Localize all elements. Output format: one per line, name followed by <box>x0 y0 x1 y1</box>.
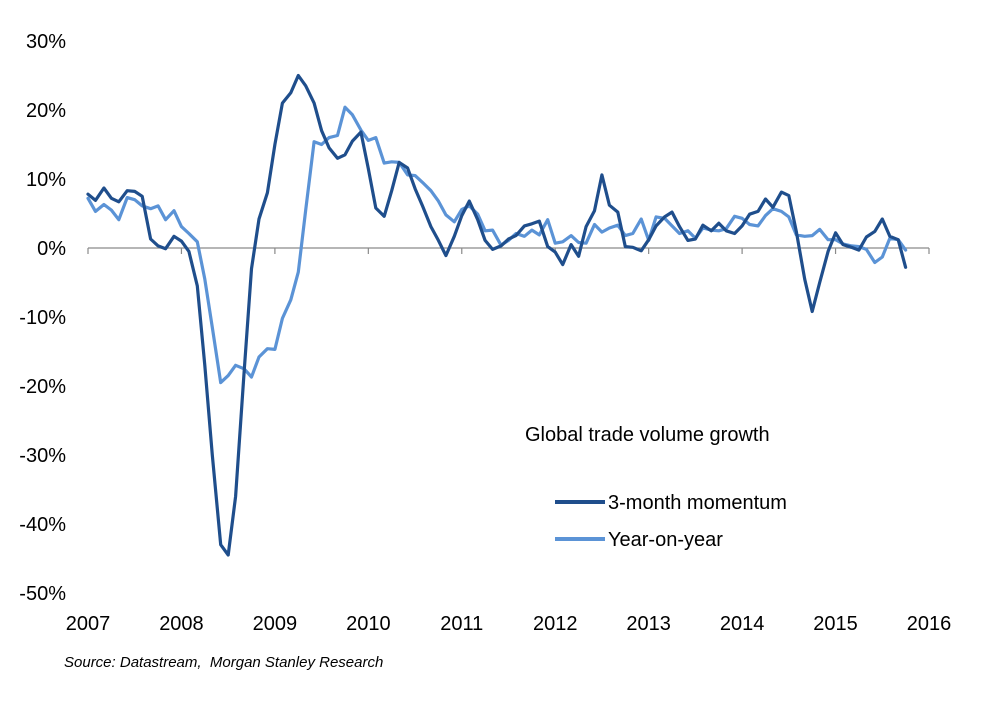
x-tick-label: 2012 <box>533 613 578 635</box>
y-tick-label: -30% <box>19 445 66 467</box>
x-tick-label: 2011 <box>440 613 483 635</box>
legend-label-year-on-year: Year-on-year <box>608 529 723 551</box>
legend: 3-month momentum Year-on-year <box>555 492 787 551</box>
series-line-3-month-momentum <box>86 73 908 557</box>
series-line-year-on-year <box>86 105 908 385</box>
y-tick-label: -40% <box>19 514 66 536</box>
x-axis-tick-labels: 2007 2008 2009 2010 2011 2012 2013 2014 2015 2016 <box>66 613 952 635</box>
y-tick-label: -50% <box>19 583 66 605</box>
x-tick-label: 2009 <box>253 613 298 635</box>
source-note: Source: Datastream, Morgan Stanley Resea… <box>64 654 384 671</box>
x-tick-label: 2016 <box>907 613 952 635</box>
x-tick-label: 2008 <box>159 613 204 635</box>
x-tick-label: 2007 <box>66 613 111 635</box>
y-tick-label: 0% <box>37 238 66 260</box>
y-tick-label: 20% <box>26 100 66 122</box>
y-axis-tick-labels: 30% 20% 10% 0% -10% -20% -30% -40% -50% <box>19 31 66 605</box>
series-lines <box>86 73 908 557</box>
x-tick-label: 2010 <box>346 613 391 635</box>
y-tick-label: -20% <box>19 376 66 398</box>
x-tick-label: 2014 <box>720 613 765 635</box>
chart-title: Global trade volume growth <box>525 424 770 446</box>
y-tick-label: 30% <box>26 31 66 53</box>
legend-label-3-month-momentum: 3-month momentum <box>608 492 787 514</box>
x-tick-label: 2015 <box>813 613 858 635</box>
x-tick-label: 2013 <box>626 613 671 635</box>
x-axis-zero-line-group <box>87 247 930 254</box>
y-tick-label: 10% <box>26 169 66 191</box>
y-tick-label: -10% <box>19 307 66 329</box>
